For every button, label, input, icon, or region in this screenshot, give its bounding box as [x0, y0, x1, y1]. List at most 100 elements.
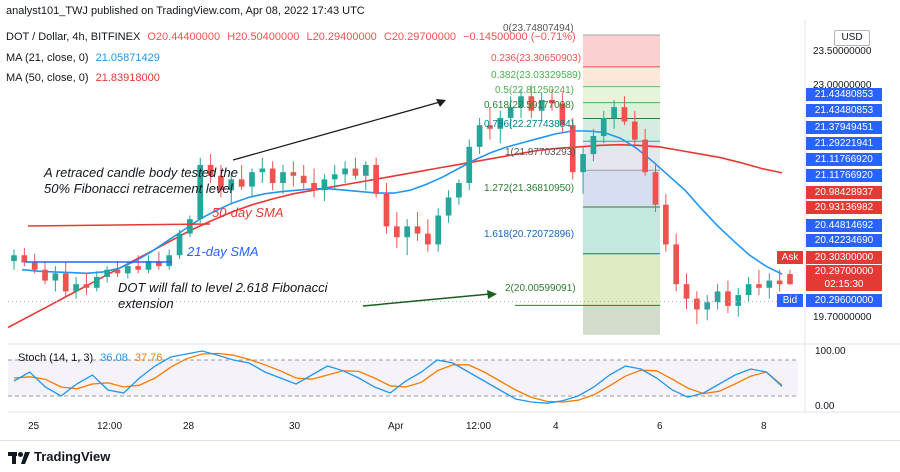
annotation-retrace-2[interactable]: 50% Fibonacci retracement level — [44, 181, 233, 196]
fib-zone — [583, 66, 660, 87]
stoch-legend: Stoch (14, 1, 3) 36.08 37.76 — [18, 352, 162, 364]
candle-body — [280, 172, 286, 183]
time-tick: 12:00 — [466, 421, 492, 432]
candle-body — [611, 107, 617, 118]
fib-label-1-272: 1.272(21.36810950) — [484, 183, 575, 194]
stoch-tick-100: 100.00 — [815, 346, 846, 357]
stoch-tick-0: 0.00 — [815, 401, 835, 412]
candle-body — [249, 172, 255, 187]
candle-body — [549, 99, 555, 104]
candle-body — [104, 269, 110, 277]
candle-body — [466, 146, 473, 183]
legend-change: −0.14500000 (−0.71%) — [463, 31, 576, 43]
candle-body — [352, 168, 359, 176]
fib-zone — [583, 253, 660, 306]
candle-body — [425, 233, 431, 245]
fib-label-2: 2(20.00599091) — [505, 283, 576, 294]
annotation-retrace-1[interactable]: A retraced candle body tested the — [44, 165, 238, 180]
candle-body — [321, 179, 328, 191]
candle-body — [507, 107, 514, 118]
fib-zone — [583, 170, 660, 207]
fibonacci-tool[interactable] — [515, 34, 660, 335]
time-tick: 28 — [183, 421, 195, 432]
fib-zone — [583, 305, 660, 335]
stoch-pane — [8, 350, 798, 404]
fib-zone — [583, 34, 660, 67]
candle-body — [621, 107, 628, 122]
candle-body — [476, 125, 483, 147]
fall-arrow-head — [487, 290, 497, 299]
candle-body — [725, 291, 731, 306]
candle-body — [228, 179, 235, 191]
publisher-line: analyst101_TWJ published on TradingView.… — [6, 5, 365, 17]
legend-symbol: DOT / Dollar, 4h, BITFINEX O20.44400000 … — [6, 31, 576, 43]
legend-ma50-value: 21.83918000 — [95, 72, 160, 84]
time-tick: 30 — [289, 421, 301, 432]
candle-body — [745, 284, 752, 296]
candle-body — [445, 197, 452, 216]
candle-body — [124, 266, 131, 274]
candle-body — [238, 179, 245, 187]
legend-ma21: MA (21, close, 0) 21.05871429 — [6, 52, 160, 64]
stoch-d-value: 37.76 — [134, 352, 163, 364]
tradingview-logo-icon — [8, 452, 30, 464]
candle-body — [642, 139, 648, 173]
candle-body — [311, 183, 317, 191]
annotation-sma50[interactable]: 50-day SMA — [212, 205, 284, 220]
bid-label: Bid — [777, 294, 803, 307]
candle-body — [662, 204, 669, 245]
candle-body — [456, 183, 462, 198]
fib-zone — [583, 86, 660, 103]
candle-body — [569, 125, 576, 173]
candle-body — [52, 273, 59, 281]
legend-high: H20.50400000 — [227, 31, 300, 43]
price-tag: 21.11766920 — [806, 169, 882, 182]
candle-body — [694, 298, 700, 310]
fall-arrow-line — [362, 293, 491, 307]
fib-label-0-382: 0.382(23.03329589) — [491, 70, 582, 81]
candle-body — [31, 262, 38, 270]
candle-body — [62, 273, 69, 292]
candle-body — [114, 269, 121, 274]
trend-arrow-line — [232, 101, 441, 161]
price-tag: 21.11766920 — [806, 153, 882, 166]
candle-body — [518, 96, 524, 108]
candle-body — [528, 96, 535, 111]
currency-badge[interactable]: USD — [834, 30, 870, 46]
fib-zone — [583, 206, 660, 254]
fib-zone — [583, 102, 660, 119]
drawings[interactable] — [25, 99, 497, 307]
ask-label: Ask — [777, 251, 803, 264]
legend-open: O20.44400000 — [147, 31, 221, 43]
fib-label-1: 1(21.87703293) — [505, 147, 576, 158]
footer-brand[interactable]: TradingView — [34, 449, 111, 464]
candles — [8, 85, 798, 324]
sma50-annotation-line — [27, 223, 211, 227]
candle-body — [11, 255, 17, 262]
legend-symbol-name: DOT / Dollar, 4h, BITFINEX — [6, 31, 141, 43]
candle-body — [435, 215, 442, 245]
moving-averages — [7, 130, 783, 329]
trend-arrow-head — [436, 99, 446, 107]
price-tag: 21.43480853 — [806, 88, 882, 101]
candle-body — [93, 276, 100, 288]
legend-ma50-label: MA (50, close, 0) — [6, 72, 89, 84]
price-tag: 20.98428937 — [806, 186, 882, 199]
candle-body — [414, 226, 421, 234]
fib-label-0-786: 0.786(22.27743884) — [484, 119, 575, 130]
candle-body — [300, 175, 307, 183]
annotation-fall-2[interactable]: extension — [118, 296, 174, 311]
candle-body — [580, 154, 586, 173]
fib-label-0-618: 0.618(22.59177098) — [484, 100, 575, 111]
annotation-sma21[interactable]: 21-day SMA — [187, 244, 259, 259]
annotation-fall-1[interactable]: DOT will fall to level 2.618 Fibonacci — [118, 280, 328, 295]
stoch-k-line — [13, 350, 783, 404]
candle-body — [600, 117, 607, 137]
price-tick-23-5: 23.50000000 — [813, 46, 872, 57]
candle-body — [342, 168, 348, 175]
ma21-line — [21, 130, 783, 275]
candle-body — [290, 172, 297, 176]
legend-ma21-value: 21.05871429 — [95, 52, 160, 64]
candle-body — [735, 295, 742, 306]
legend-ma21-label: MA (21, close, 0) — [6, 52, 89, 64]
